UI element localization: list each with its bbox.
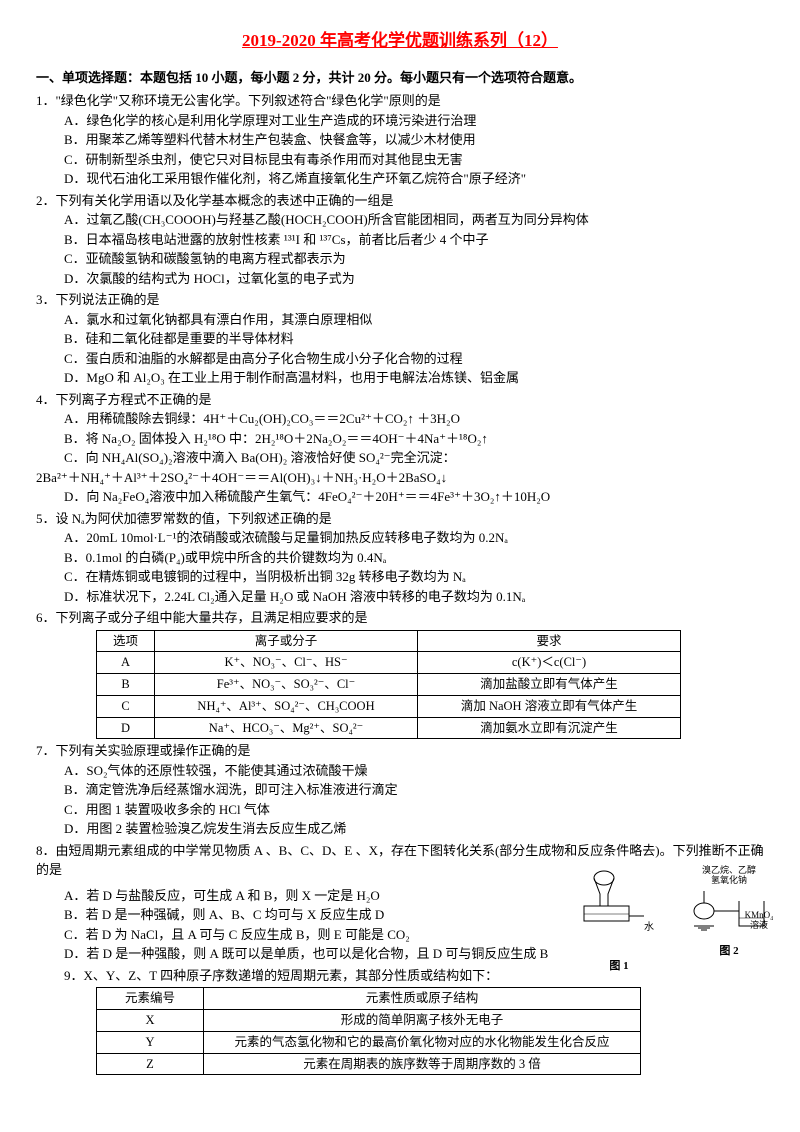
figure-1: 水 图 1 [574, 866, 664, 975]
q1-opt-c: C．研制新型杀虫剂，使它只对目标昆虫有毒杀作用而对其他昆虫无害 [64, 150, 764, 170]
q6-r3c1: Na⁺、HCO₃⁻、Mg²⁺、SO₄²⁻ [155, 717, 418, 739]
q6-r3c2: 滴加氨水立即有沉淀产生 [418, 717, 681, 739]
q8-opt-a: A．若 D 与盐酸反应，可生成 A 和 B，则 X 一定是 H₂O [64, 886, 554, 906]
q6-r1c2: 滴加盐酸立即有气体产生 [418, 674, 681, 696]
q2-opt-c: C．亚硫酸氢钠和碳酸氢钠的电离方程式都表示为 [64, 249, 764, 269]
q4-opt-b: B．将 Na₂O₂ 固体投入 H₂¹⁸O 中：2H₂¹⁸O＋2Na₂O₂＝＝4O… [64, 429, 764, 449]
q4-stem: 4．下列离子方程式不正确的是 [36, 390, 764, 410]
q5-opt-c: C．在精炼铜或电镀铜的过程中，当阴极析出铜 32g 转移电子数均为 Nₐ [64, 567, 764, 587]
q6-table: 选项 离子或分子 要求 AK⁺、NO₃⁻、Cl⁻、HS⁻c(K⁺)＜c(Cl⁻)… [96, 630, 681, 740]
q9-h0: 元素编号 [97, 988, 204, 1010]
q2-opt-d: D．次氯酸的结构式为 HOCl，过氧化氢的电子式为 [64, 269, 764, 289]
q9-h1: 元素性质或原子结构 [204, 988, 641, 1010]
q4-opt-a: A．用稀硫酸除去铜绿：4H⁺＋Cu₂(OH)₂CO₃＝＝2Cu²⁺＋CO₂↑ ＋… [64, 409, 764, 429]
q4-opt-d: D．向 Na₂FeO₄溶液中加入稀硫酸产生氧气：4FeO₄²⁻＋20H⁺＝＝4F… [64, 487, 764, 507]
page-title: 2019-2020 年高考化学优题训练系列（12） [36, 28, 764, 54]
q3-opt-c: C．蛋白质和油脂的水解都是由高分子化合物生成小分子化合物的过程 [64, 349, 764, 369]
q3-opt-d: D．MgO 和 Al₂O₃ 在工业上用于制作耐高温材料，也用于电解法冶炼镁、铝金… [64, 368, 764, 388]
q6-r2c0: C [97, 695, 155, 717]
q6-r3c0: D [97, 717, 155, 739]
q9-r2c0: Z [97, 1053, 204, 1075]
q3-opt-b: B．硅和二氧化硅都是重要的半导体材料 [64, 329, 764, 349]
q6-r0c1: K⁺、NO₃⁻、Cl⁻、HS⁻ [155, 652, 418, 674]
q9-r0c0: X [97, 1010, 204, 1032]
q6-r1c0: B [97, 674, 155, 696]
q8-opt-c: C．若 D 为 NaCl，且 A 可与 C 反应生成 B，则 E 可能是 CO₂ [64, 925, 554, 945]
question-5: 5．设 Nₐ为阿伏加德罗常数的值，下列叙述正确的是 A．20mL 10mol·L… [36, 509, 764, 607]
q8-opt-d: D．若 D 是一种强酸，则 A 既可以是单质，也可以是化合物，且 D 可与铜反应… [64, 944, 554, 964]
q6-h0: 选项 [97, 630, 155, 652]
q9-r1c1: 元素的气态氢化物和它的最高价氧化物对应的水化物能发生化合反应 [204, 1031, 641, 1053]
fig1-water-label: 水 [644, 922, 654, 933]
q7-opt-a: A．SO₂气体的还原性较强，不能使其通过浓硫酸干燥 [64, 761, 764, 781]
question-3: 3．下列说法正确的是 A．氯水和过氧化钠都具有漂白作用，其漂白原理相似 B．硅和… [36, 290, 764, 388]
q1-opt-a: A．绿色化学的核心是利用化学原理对工业生产造成的环境污染进行治理 [64, 111, 764, 131]
q9-r0c1: 形成的简单阴离子核外无电子 [204, 1010, 641, 1032]
question-2: 2．下列有关化学用语以及化学基本概念的表述中正确的一组是 A．过氧乙酸(CH₃C… [36, 191, 764, 289]
question-6: 6．下列离子或分子组中能大量共存，且满足相应要求的是 选项 离子或分子 要求 A… [36, 608, 764, 739]
question-8: 8．由短周期元素组成的中学常见物质 A 、B、C、D、E 、X，存在下图转化关系… [36, 841, 764, 964]
q4-opt-c2: 2Ba²⁺＋NH₄⁺＋Al³⁺＋2SO₄²⁻＋4OH⁻＝＝Al(OH)₃↓＋NH… [36, 468, 764, 488]
fig1-label: 图 1 [574, 958, 664, 975]
fig2-top-label: 溴乙烷、乙醇 氢氧化钠 [684, 866, 774, 886]
q6-r0c2: c(K⁺)＜c(Cl⁻) [418, 652, 681, 674]
q9-r1c0: Y [97, 1031, 204, 1053]
q5-opt-a: A．20mL 10mol·L⁻¹的浓硝酸或浓硫酸与足量铜加热反应转移电子数均为 … [64, 528, 764, 548]
q1-opt-b: B．用聚苯乙烯等塑料代替木材生产包装盒、快餐盒等，以减少木材使用 [64, 130, 764, 150]
q7-opt-b: B．滴定管洗净后经蒸馏水润洗，即可注入标准液进行滴定 [64, 780, 764, 800]
q1-opt-d: D．现代石油化工采用银作催化剂，将乙烯直接氧化生产环氧乙烷符合"原子经济" [64, 169, 764, 189]
q1-stem: 1．"绿色化学"又称环境无公害化学。下列叙述符合"绿色化学"原则的是 [36, 91, 764, 111]
q2-opt-a: A．过氧乙酸(CH₃COOOH)与羟基乙酸(HOCH₂COOH)所含官能团相同，… [64, 210, 764, 230]
q6-stem: 6．下列离子或分子组中能大量共存，且满足相应要求的是 [36, 608, 764, 628]
q5-opt-d: D．标准状况下，2.24L Cl₂通入足量 H₂O 或 NaOH 溶液中转移的电… [64, 587, 764, 607]
question-4: 4．下列离子方程式不正确的是 A．用稀硫酸除去铜绿：4H⁺＋Cu₂(OH)₂CO… [36, 390, 764, 507]
fig2-label: 图 2 [684, 943, 774, 960]
q9-table: 元素编号 元素性质或原子结构 X形成的简单阴离子核外无电子 Y元素的气态氢化物和… [96, 987, 641, 1075]
figure-2: 溴乙烷、乙醇 氢氧化钠 KMnO₄ 溶液 图 2 [684, 866, 774, 975]
q3-opt-a: A．氯水和过氧化钠都具有漂白作用，其漂白原理相似 [64, 310, 764, 330]
q5-stem: 5．设 Nₐ为阿伏加德罗常数的值，下列叙述正确的是 [36, 509, 764, 529]
question-1: 1．"绿色化学"又称环境无公害化学。下列叙述符合"绿色化学"原则的是 A．绿色化… [36, 91, 764, 189]
q6-h1: 离子或分子 [155, 630, 418, 652]
q5-opt-b: B．0.1mol 的白磷(P₄)或甲烷中所含的共价键数均为 0.4Nₐ [64, 548, 764, 568]
q7-opt-c: C．用图 1 装置吸收多余的 HCl 气体 [64, 800, 764, 820]
q6-r0c0: A [97, 652, 155, 674]
fig2-kmno4-label: KMnO₄ 溶液 [739, 911, 779, 931]
q6-h2: 要求 [418, 630, 681, 652]
q8-opt-b: B．若 D 是一种强碱，则 A、B、C 均可与 X 反应生成 D [64, 905, 554, 925]
q6-r2c1: NH₄⁺、Al³⁺、SO₄²⁻、CH₃COOH [155, 695, 418, 717]
q7-opt-d: D．用图 2 装置检验溴乙烷发生消去反应生成乙烯 [64, 819, 764, 839]
q4-opt-c1: C．向 NH₄Al(SO₄)₂溶液中滴入 Ba(OH)₂ 溶液恰好使 SO₄²⁻… [64, 448, 764, 468]
section-header: 一、单项选择题：本题包括 10 小题，每小题 2 分，共计 20 分。每小题只有… [36, 68, 764, 88]
question-7: 7．下列有关实验原理或操作正确的是 A．SO₂气体的还原性较强，不能使其通过浓硫… [36, 741, 764, 839]
q2-stem: 2．下列有关化学用语以及化学基本概念的表述中正确的一组是 [36, 191, 764, 211]
q3-stem: 3．下列说法正确的是 [36, 290, 764, 310]
q6-r2c2: 滴加 NaOH 溶液立即有气体产生 [418, 695, 681, 717]
figures: 水 图 1 溴乙烷、乙醇 氢氧化钠 KMnO₄ 溶液 图 2 [574, 866, 774, 975]
q9-r2c1: 元素在周期表的族序数等于周期序数的 3 倍 [204, 1053, 641, 1075]
q2-opt-b: B．日本福岛核电站泄露的放射性核素 ¹³¹I 和 ¹³⁷Cs，前者比后者少 4 … [64, 230, 764, 250]
question-9: 9．X、Y、Z、T 四种原子序数递增的短周期元素，其部分性质或结构如下： 元素编… [36, 966, 764, 1076]
q7-stem: 7．下列有关实验原理或操作正确的是 [36, 741, 764, 761]
q6-r1c1: Fe³⁺、NO₃⁻、SO₃²⁻、Cl⁻ [155, 674, 418, 696]
